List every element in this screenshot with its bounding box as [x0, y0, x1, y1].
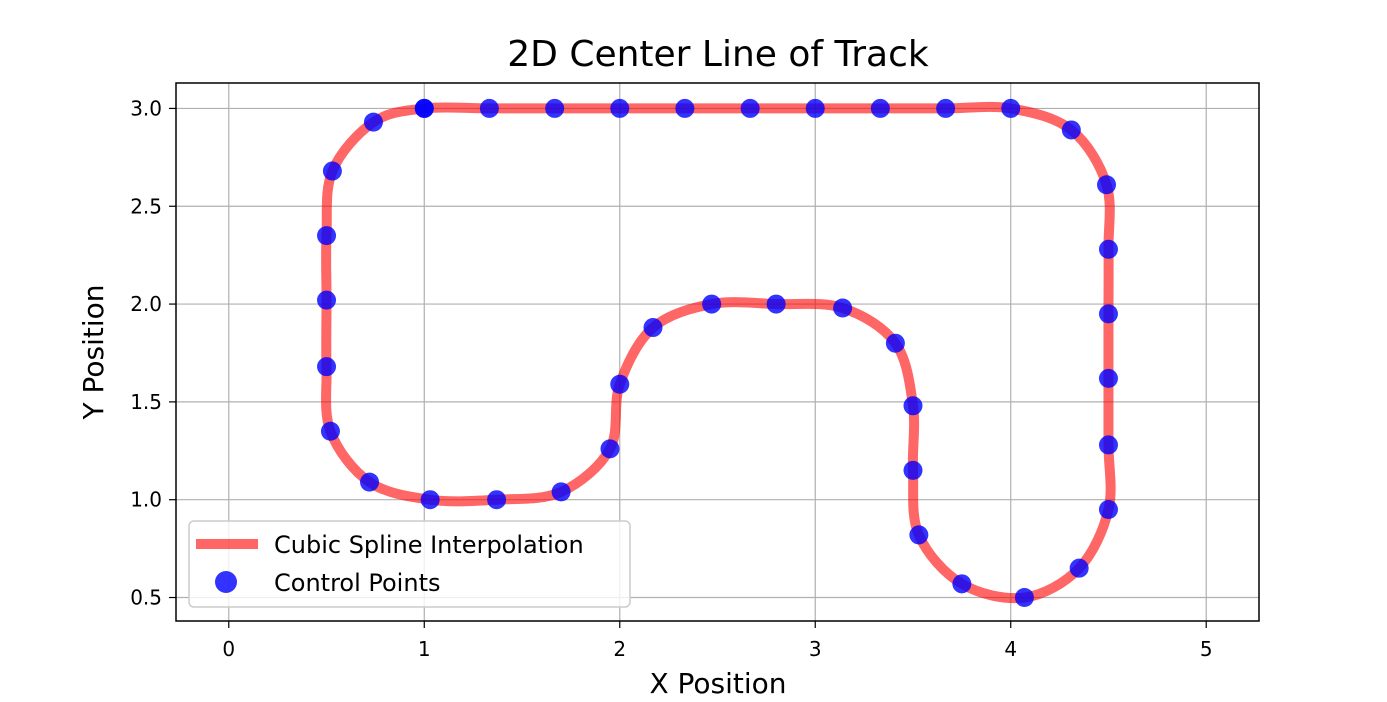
axes-frame	[175, 82, 1260, 622]
control-point	[1097, 175, 1117, 195]
control-point	[317, 226, 337, 246]
control-point	[952, 574, 972, 594]
control-point	[1001, 98, 1021, 118]
control-point	[1098, 304, 1118, 324]
y-tick-label: 1.0	[130, 488, 162, 512]
y-tick-label: 1.5	[130, 390, 162, 414]
control-point	[805, 98, 825, 118]
control-point	[322, 161, 342, 181]
control-point	[1098, 435, 1118, 455]
control-point	[363, 112, 383, 132]
x-axis-ticks: 0 1 2 3 4 5	[222, 621, 1213, 661]
control-point	[1069, 558, 1089, 578]
y-axis-label: Y Position	[77, 284, 110, 420]
control-point	[1014, 588, 1034, 608]
control-point	[740, 98, 760, 118]
legend-label-spline: Cubic Spline Interpolation	[274, 531, 584, 559]
control-point	[1098, 499, 1118, 519]
control-point	[643, 318, 663, 338]
legend: Cubic Spline Interpolation Control Point…	[188, 520, 631, 608]
control-point	[479, 98, 499, 118]
y-axis-ticks: 0.5 1.0 1.5 2.0 2.5 3.0	[130, 96, 176, 610]
control-point	[317, 290, 337, 310]
control-point	[675, 98, 695, 118]
x-tick-label: 2	[613, 637, 626, 661]
y-tick-label: 3.0	[130, 96, 162, 120]
x-tick-label: 5	[1200, 637, 1213, 661]
y-tick-label: 0.5	[130, 586, 162, 610]
control-point	[317, 357, 337, 377]
legend-label-points: Control Points	[274, 569, 440, 597]
x-tick-label: 1	[418, 637, 431, 661]
control-point	[420, 490, 440, 510]
control-point	[320, 421, 340, 441]
control-point	[833, 298, 853, 318]
control-point	[903, 396, 923, 416]
control-point	[414, 98, 434, 118]
x-axis-label: X Position	[649, 667, 786, 698]
control-point	[360, 472, 380, 492]
y-tick-label: 2.5	[130, 194, 162, 218]
control-point	[909, 525, 929, 545]
control-point	[885, 333, 905, 353]
control-point	[600, 439, 620, 459]
control-point	[903, 460, 923, 480]
x-tick-label: 4	[1004, 637, 1017, 661]
control-point	[1098, 368, 1118, 388]
control-point	[551, 482, 571, 502]
control-point	[702, 294, 722, 314]
y-tick-label: 2.0	[130, 292, 162, 316]
x-tick-label: 0	[222, 637, 235, 661]
control-point	[610, 374, 630, 394]
control-point	[1098, 239, 1118, 259]
legend-box	[188, 520, 631, 608]
chart-title: 2D Center Line of Track	[507, 34, 929, 75]
control-points-layer	[317, 98, 1118, 608]
control-point	[1061, 120, 1081, 140]
control-point	[936, 98, 956, 118]
control-point	[610, 98, 630, 118]
control-point	[487, 490, 507, 510]
control-point	[870, 98, 890, 118]
legend-swatch-points	[215, 571, 237, 593]
x-tick-label: 3	[809, 637, 822, 661]
control-point	[545, 98, 565, 118]
control-point	[766, 294, 786, 314]
